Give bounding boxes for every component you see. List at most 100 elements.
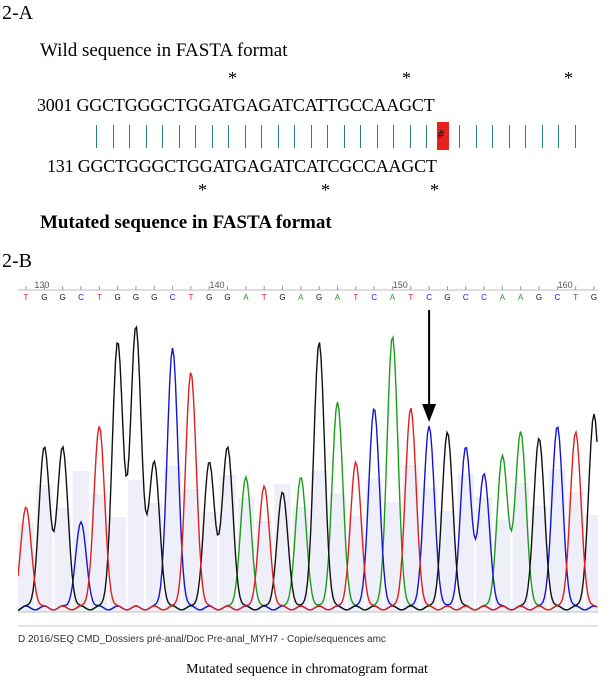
base-call-letter: G <box>133 293 139 302</box>
quality-bar <box>494 520 511 612</box>
quality-bar <box>256 521 273 612</box>
file-path-text: D 2016/SEQ CMD_Dossiers pré-anal/Doc Pre… <box>18 634 386 645</box>
base-call-letter: C <box>170 293 176 302</box>
match-bar <box>376 125 378 148</box>
match-bar <box>492 125 493 148</box>
ruler-label: 130 <box>34 280 49 290</box>
quality-bar <box>127 480 145 612</box>
ruler-label: 150 <box>393 280 408 290</box>
wild-star-marker: * <box>402 68 411 88</box>
mutated-sequence-title: Mutated sequence in FASTA format <box>40 212 332 233</box>
wild-sequence-title: Wild sequence in FASTA format <box>40 40 288 61</box>
match-bar <box>426 125 427 148</box>
quality-bar <box>292 507 309 612</box>
quality-bar <box>164 466 181 612</box>
quality-bar <box>109 517 126 612</box>
quality-bar <box>347 516 364 612</box>
base-call-letter: C <box>481 293 487 302</box>
base-call-letter: C <box>78 293 84 302</box>
match-bar <box>294 125 295 148</box>
quality-bar <box>91 494 108 612</box>
base-call-letter: A <box>500 293 506 302</box>
base-call-letter: G <box>444 293 450 302</box>
ruler-label: 160 <box>558 280 573 290</box>
base-call-letter: T <box>24 293 29 302</box>
match-bar <box>508 125 510 148</box>
base-call-letter: A <box>298 293 304 302</box>
base-call-letter: T <box>353 293 358 302</box>
quality-bar <box>311 470 328 612</box>
panel-a-label: 2-A <box>2 2 34 24</box>
quality-bar <box>585 515 598 612</box>
quality-bar <box>439 511 456 612</box>
match-bar <box>343 125 345 148</box>
match-bar <box>195 125 196 148</box>
chromatogram: 130 140 150 160 T G G C T G G G C T G G A T G A G A T C A T C G C C A… <box>18 280 598 656</box>
trace-t <box>18 372 598 611</box>
base-call-letter: T <box>262 293 267 302</box>
match-bar <box>244 125 246 148</box>
arrow-head <box>422 404 437 422</box>
base-call-letter: G <box>224 293 230 302</box>
match-bar <box>558 125 559 148</box>
quality-bar <box>54 508 71 612</box>
match-bar <box>393 125 394 148</box>
base-call-letter: G <box>591 293 597 302</box>
chromatogram-plot: 130 140 150 160 T G G C T G G G C T G G A T G A G A T C A T C G C C A… <box>18 280 598 645</box>
base-call-letter: G <box>41 293 47 302</box>
quality-bar <box>72 471 90 612</box>
alignment-match-bars: # <box>90 122 586 152</box>
base-call-letter: T <box>408 293 413 302</box>
base-call-letter: T <box>573 293 578 302</box>
quality-bar <box>420 488 438 612</box>
match-bar <box>228 125 229 148</box>
quality-bar <box>549 469 566 612</box>
match-bar <box>277 125 279 148</box>
quality-bar <box>512 483 529 612</box>
match-bar <box>310 125 312 148</box>
base-call-letter: G <box>279 293 285 302</box>
wild-sequence-line: 3001 GGCTGGGCTGGATGAGATCATTGCCAAGCT <box>37 95 435 115</box>
mismatch-symbol: # <box>437 128 445 141</box>
match-bar <box>129 125 130 148</box>
quality-shading <box>18 465 598 612</box>
base-call-letter: T <box>97 293 102 302</box>
match-bar <box>178 125 180 148</box>
match-bar <box>162 125 163 148</box>
mismatch-marker: # <box>436 122 449 150</box>
position-ruler: 130 140 150 160 <box>18 280 598 291</box>
base-call-letter: G <box>151 293 157 302</box>
panel-b-label: 2-B <box>2 250 32 272</box>
quality-bar <box>567 492 584 612</box>
quality-bar <box>475 497 493 612</box>
quality-bar <box>365 479 383 612</box>
ruler-label: 140 <box>210 280 225 290</box>
quality-bar <box>457 474 474 612</box>
base-call-letter: G <box>536 293 542 302</box>
match-bar <box>459 125 460 148</box>
base-call-letter: G <box>114 293 120 302</box>
match-bar <box>261 125 262 148</box>
match-bar <box>112 125 114 148</box>
mutation-arrow-icon <box>422 310 437 422</box>
match-bar <box>525 125 526 148</box>
figure-caption: Mutated sequence in chromatogram format <box>186 662 428 677</box>
base-call-letter: C <box>426 293 432 302</box>
quality-bar <box>402 465 419 612</box>
quality-bar <box>36 485 53 612</box>
quality-bar <box>219 475 236 612</box>
match-bar <box>145 125 147 148</box>
match-bar <box>211 125 213 148</box>
quality-bar <box>530 506 548 612</box>
match-bar <box>96 125 97 148</box>
quality-bar <box>201 512 218 612</box>
mutated-star-marker: * <box>198 180 207 200</box>
trace-curves <box>18 325 598 613</box>
base-call-letter: G <box>60 293 66 302</box>
base-call-letter: G <box>316 293 322 302</box>
match-bar <box>409 125 411 148</box>
mutated-star-marker: * <box>321 180 330 200</box>
base-call-letter: A <box>335 293 341 302</box>
base-call-letter: G <box>206 293 212 302</box>
